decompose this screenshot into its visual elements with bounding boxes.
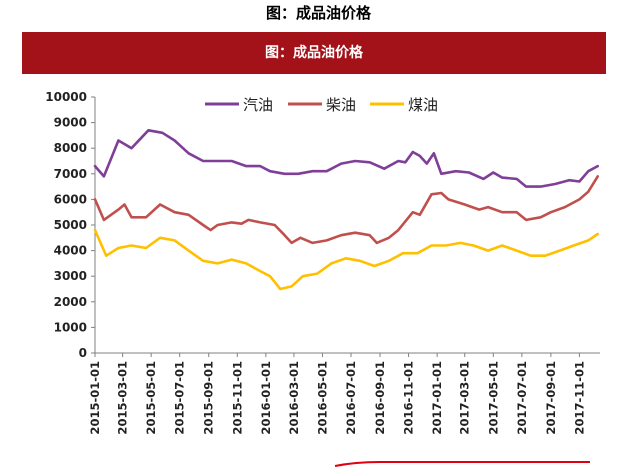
y-tick-label: 1000 bbox=[54, 320, 87, 334]
series-lines bbox=[93, 129, 600, 291]
x-tick-label: 2015-11-01 bbox=[230, 361, 244, 435]
x-tick-label: 2016-11-01 bbox=[402, 361, 416, 435]
y-tick-label: 0 bbox=[79, 346, 87, 360]
x-tick-label: 2015-07-01 bbox=[173, 361, 187, 435]
series-line-2 bbox=[93, 175, 600, 245]
x-tick-label: 2015-03-01 bbox=[116, 361, 130, 435]
legend-label-1: 汽油 bbox=[243, 96, 273, 114]
legend: 汽油 柴油 煤油 bbox=[205, 96, 438, 114]
x-tick-label: 2017-05-01 bbox=[486, 361, 500, 435]
legend-label-2: 柴油 bbox=[326, 96, 356, 114]
chart-banner: 图：成品油价格 bbox=[22, 32, 606, 74]
x-tick-label: 2016-07-01 bbox=[344, 361, 358, 435]
x-tick-label: 2017-11-01 bbox=[572, 361, 586, 435]
y-tick-label: 2000 bbox=[54, 295, 87, 309]
annotation-underline bbox=[334, 461, 590, 467]
x-tick-label: 2016-01-01 bbox=[259, 361, 273, 435]
y-tick-label: 3000 bbox=[54, 269, 87, 283]
y-tick-label: 10000 bbox=[45, 90, 87, 104]
x-tick-label: 2016-09-01 bbox=[373, 361, 387, 435]
y-tick-label: 6000 bbox=[54, 192, 87, 206]
series-line-3 bbox=[93, 228, 600, 291]
x-tick-labels: 2015-01-01 2015-03-01 2015-05-01 2015-07-01… bbox=[88, 361, 586, 435]
y-tick-label: 7000 bbox=[54, 167, 87, 181]
x-tick-label: 2017-01-01 bbox=[430, 361, 444, 435]
x-tick-label: 2015-09-01 bbox=[202, 361, 216, 435]
x-tick-label: 2015-05-01 bbox=[144, 361, 158, 435]
page-title: 图：成品油价格 bbox=[265, 4, 371, 22]
x-tick-label: 2017-09-01 bbox=[544, 361, 558, 435]
series-line-1 bbox=[93, 129, 600, 188]
hand-drawn-underline bbox=[334, 461, 590, 467]
y-tick-label: 4000 bbox=[54, 244, 87, 258]
legend-label-3: 煤油 bbox=[408, 96, 438, 114]
chart-axes bbox=[91, 96, 600, 357]
y-tick-label: 8000 bbox=[54, 141, 87, 155]
y-tick-label: 9000 bbox=[54, 116, 87, 130]
x-tick-label: 2017-03-01 bbox=[458, 361, 472, 435]
x-tick-label: 2017-07-01 bbox=[515, 361, 529, 435]
x-tick-label: 2016-05-01 bbox=[315, 361, 329, 435]
x-tick-label: 2015-01-01 bbox=[88, 361, 102, 435]
y-tick-label: 5000 bbox=[54, 218, 87, 232]
y-tick-labels: 0 1000 2000 3000 4000 5000 6000 7000 8000 9000 100… bbox=[45, 90, 87, 360]
x-tick-label: 2016-03-01 bbox=[287, 361, 301, 435]
